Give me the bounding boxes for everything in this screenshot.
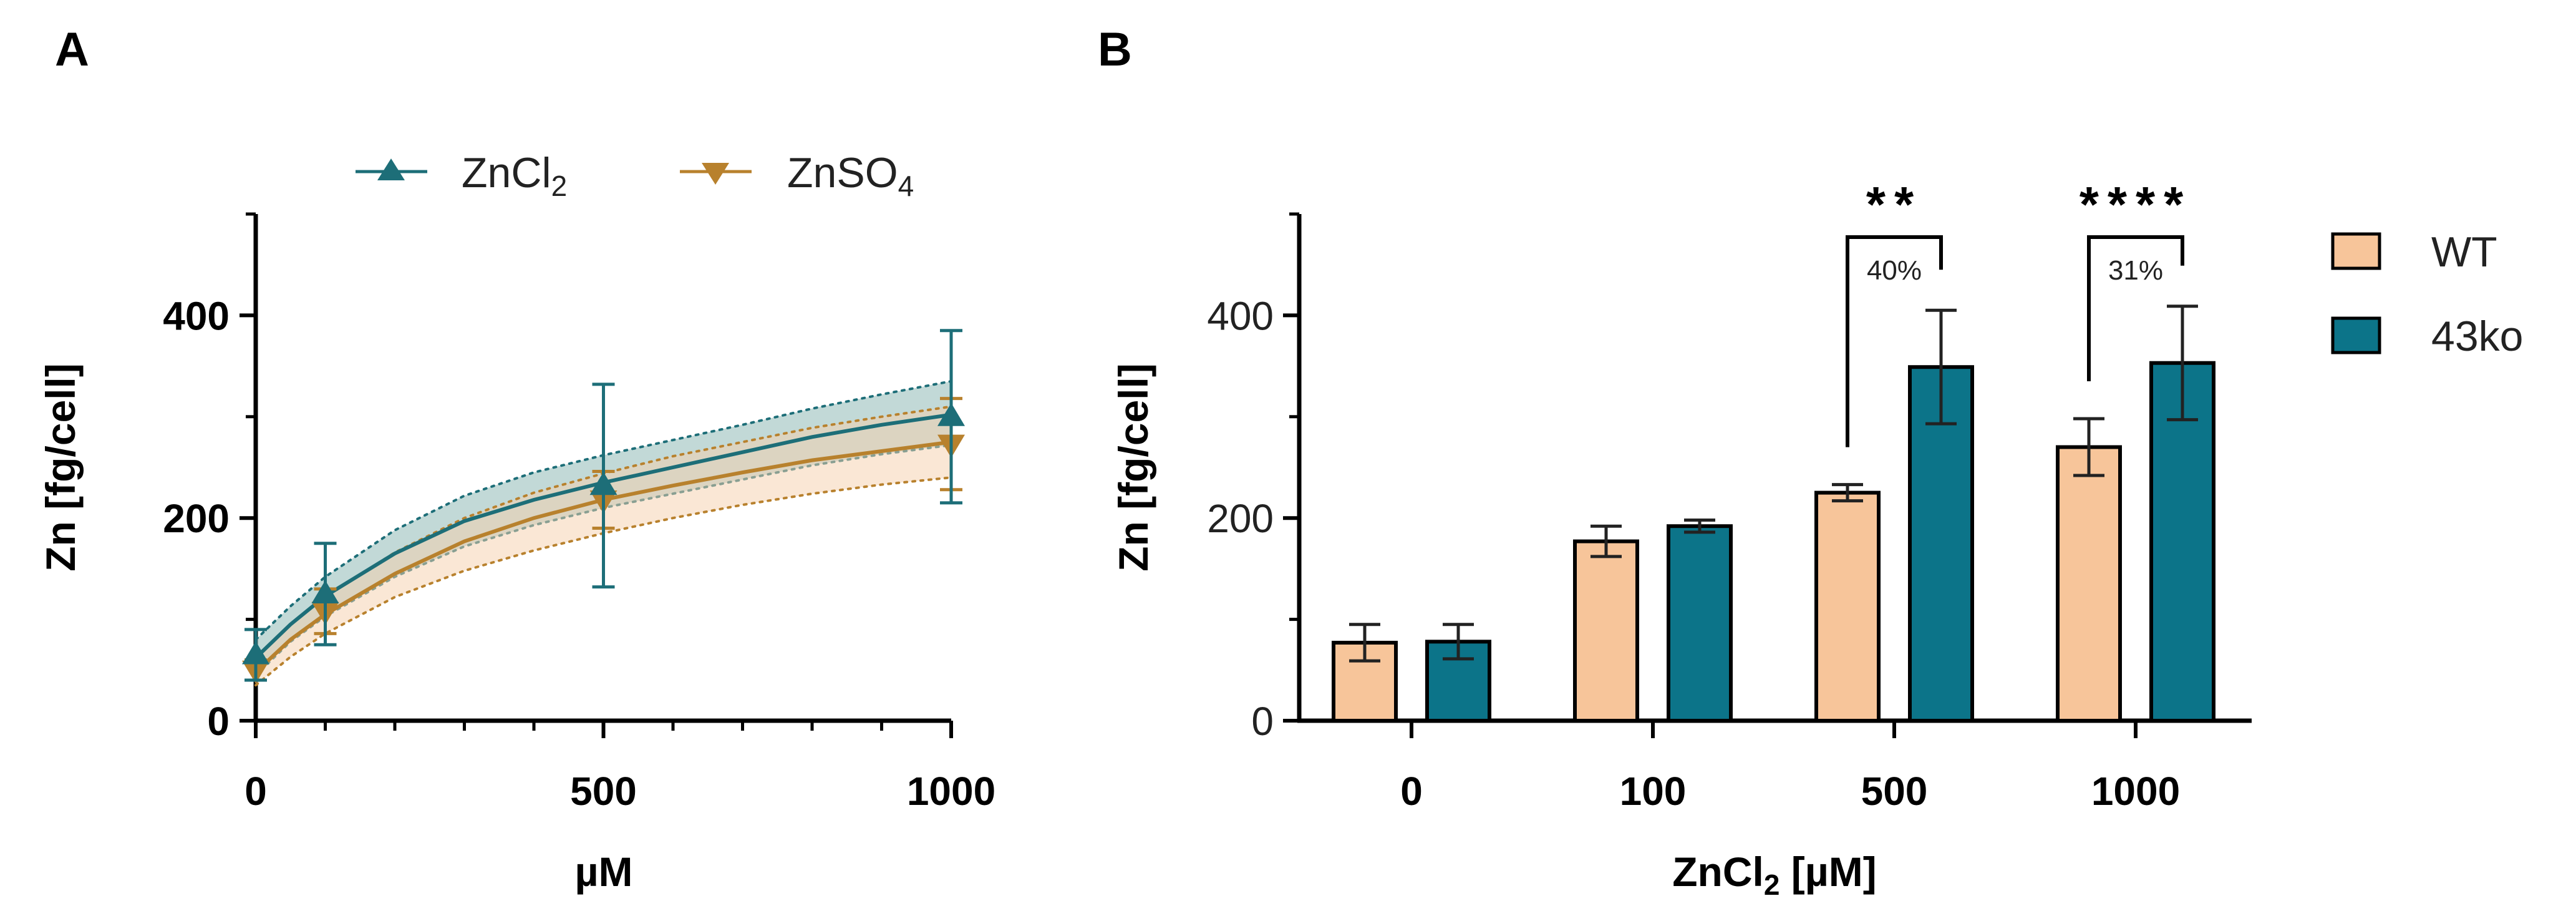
panel-a-x-ticks: 0 500 1000 — [245, 721, 995, 814]
percent-label-1000: 31% — [2108, 255, 2163, 286]
panel-b-x-axis-label: ZnCl2 [µM] — [1672, 849, 1877, 901]
legend-znso4-label: ZnSO4 — [787, 149, 914, 202]
legend-zncl2-name: ZnCl — [462, 149, 551, 197]
panel-a-plot-area — [242, 329, 965, 687]
zncl2-band-upper — [254, 379, 952, 641]
x-tick-label-0: 0 — [1400, 769, 1423, 814]
panel-a-y-ticks: 0 200 400 — [163, 212, 256, 744]
panel-b-x-ticks: 0 100 500 1000 — [1400, 721, 2180, 814]
legend-znso4-marker — [702, 163, 729, 185]
panel-b-x-axis-label-subscript: 2 — [1764, 869, 1780, 901]
legend-item-wt: WT — [2331, 228, 2497, 276]
legend-item-znso4: ZnSO4 — [680, 149, 914, 202]
panel-a-legend: ZnCl2 ZnSO4 — [356, 149, 914, 202]
panel-b-label: B — [1098, 23, 1132, 76]
x-tick-label-1000: 1000 — [2091, 769, 2180, 814]
znso4-band-upper — [254, 405, 952, 660]
significance-stars-500: ** — [1866, 177, 1922, 232]
zncl2-point — [311, 580, 339, 603]
x-tick-label-1000: 1000 — [907, 769, 995, 814]
bar-wt-100 — [1573, 539, 1639, 723]
legend-znso4-name: ZnSO — [787, 149, 898, 197]
y-tick-label-200: 200 — [1207, 496, 1274, 541]
x-tick-label-500: 500 — [1861, 769, 1928, 814]
y-tick-label-0: 0 — [207, 699, 230, 744]
panel-a-y-axis-label: Zn [fg/cell] — [37, 363, 84, 572]
legend-43ko-swatch — [2331, 316, 2381, 354]
panel-b-x-axis-label-main: ZnCl — [1672, 849, 1764, 895]
legend-item-43ko: 43ko — [2331, 313, 2523, 360]
legend-item-zncl2: ZnCl2 — [356, 149, 567, 202]
znso4-fit-line — [254, 440, 952, 674]
panel-b: B 0 200 400 0 100 500 1000 40% ** 31% **** Zn [f… — [1098, 23, 2523, 901]
legend-wt-label: WT — [2431, 228, 2497, 276]
panel-b-plot-area — [1332, 305, 2215, 723]
panel-b-y-ticks: 0 200 400 — [1207, 212, 1299, 744]
panel-a-x-axis-label: µM — [574, 849, 632, 895]
legend-wt-swatch — [2331, 232, 2381, 270]
y-tick-label-400: 400 — [1207, 293, 1274, 338]
panel-b-legend: WT 43ko — [2331, 228, 2523, 360]
panel-a-label: A — [55, 23, 89, 76]
y-tick-label-200: 200 — [163, 496, 230, 541]
bar-wt-1000 — [2056, 445, 2122, 723]
znso4-band-lower — [254, 476, 952, 687]
panel-b-significance: 40% ** 31% **** — [1846, 177, 2192, 447]
bar-43ko-100 — [1667, 524, 1733, 723]
significance-bracket-500 — [1846, 235, 1943, 447]
y-tick-label-0: 0 — [1251, 699, 1274, 744]
zncl2-point — [937, 402, 965, 426]
legend-zncl2-marker — [377, 158, 405, 180]
legend-zncl2-label: ZnCl2 — [462, 149, 567, 202]
x-tick-label-0: 0 — [245, 769, 267, 814]
bar-wt-500 — [1814, 490, 1881, 723]
znso4-confidence-band — [256, 406, 951, 686]
percent-label-500: 40% — [1867, 255, 1922, 286]
significance-bracket-1000 — [2087, 235, 2184, 382]
panel-a: A ZnCl2 ZnSO4 0 200 400 0 500 — [37, 23, 995, 895]
zncl2-point — [242, 641, 269, 665]
x-tick-label-100: 100 — [1620, 769, 1687, 814]
x-tick-label-500: 500 — [570, 769, 637, 814]
legend-43ko-label: 43ko — [2431, 313, 2523, 360]
legend-znso4-subscript: 4 — [898, 170, 914, 202]
legend-zncl2-subscript: 2 — [551, 170, 568, 202]
y-tick-label-400: 400 — [163, 293, 230, 338]
significance-stars-1000: **** — [2080, 177, 2192, 232]
zncl2-point — [589, 472, 617, 495]
panel-b-x-axis-label-unit: [µM] — [1779, 849, 1876, 895]
bar-43ko-500 — [1908, 365, 1974, 723]
panel-b-y-axis-label: Zn [fg/cell] — [1110, 363, 1156, 572]
